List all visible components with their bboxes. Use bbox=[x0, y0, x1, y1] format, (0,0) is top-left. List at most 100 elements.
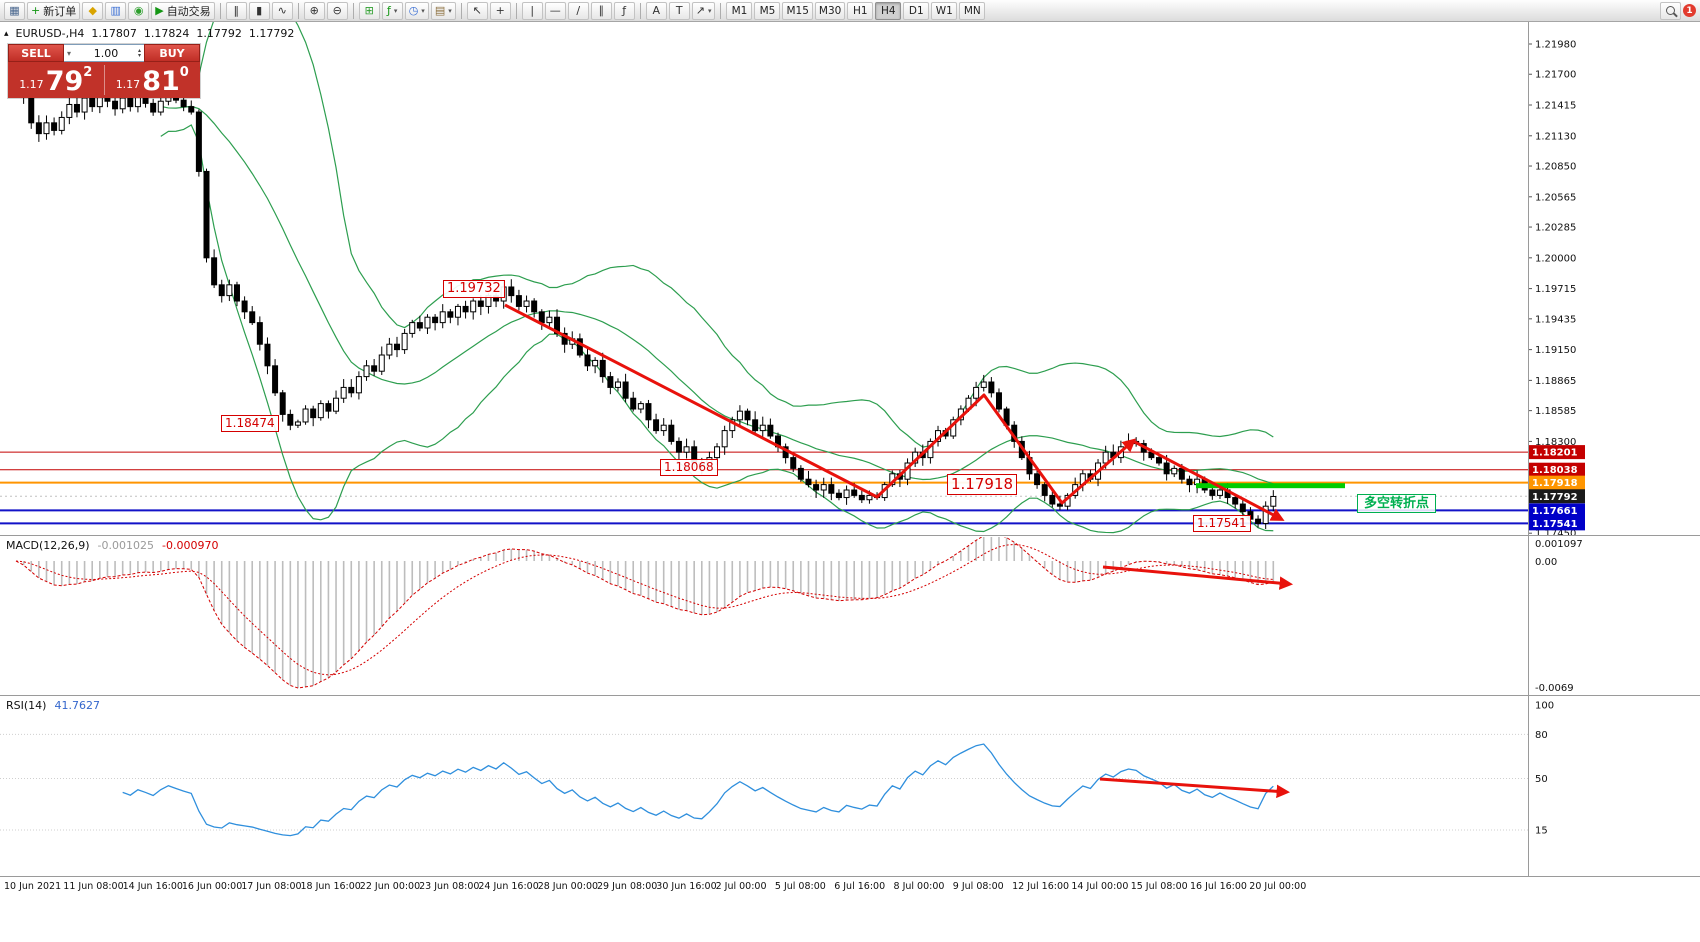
high-value: 1.17824 bbox=[143, 27, 190, 40]
dropdown-caret-icon[interactable]: ▾ bbox=[421, 6, 425, 15]
volume-control[interactable]: ▾ 1.00 ▴ ▾ bbox=[64, 44, 144, 62]
rsi-level-label: 50 bbox=[1535, 774, 1548, 785]
horizontal-line-icon: — bbox=[549, 4, 561, 17]
text-label-button[interactable]: T bbox=[668, 1, 690, 20]
fibonacci-button[interactable]: ƒ bbox=[613, 1, 635, 20]
search-button[interactable] bbox=[1660, 1, 1681, 20]
timeframe-m5-button[interactable]: M5 bbox=[754, 1, 781, 20]
time-tick-label: 10 Jun 2021 bbox=[4, 881, 61, 892]
close-value: 1.17792 bbox=[248, 27, 295, 40]
turning-point-annotation[interactable]: 多空转折点 bbox=[1357, 494, 1437, 513]
line-chart-icon: ∿ bbox=[277, 4, 287, 17]
zoom-out-button[interactable]: ⊖ bbox=[326, 1, 348, 20]
panel-collapse-icon[interactable]: ▴ bbox=[4, 28, 9, 39]
rsi-value: 41.7627 bbox=[54, 699, 100, 712]
charts-panel-button[interactable]: ▥ bbox=[105, 1, 127, 20]
globe-icon: ◉ bbox=[133, 4, 144, 17]
volume-dropdown-icon[interactable]: ▾ bbox=[67, 48, 72, 58]
sell-button[interactable]: SELL bbox=[8, 44, 64, 62]
notification-badge[interactable]: 1 bbox=[1683, 4, 1696, 17]
price-tag-label: 1.17541 bbox=[1532, 519, 1578, 530]
time-tick-label: 5 Jul 08:00 bbox=[775, 881, 826, 892]
price-tick-label: 1.19435 bbox=[1535, 314, 1576, 325]
autotrading-button[interactable]: ▶ 自动交易 bbox=[151, 1, 215, 20]
time-tick-label: 12 Jul 16:00 bbox=[1012, 881, 1069, 892]
timeframe-m15-button[interactable]: M15 bbox=[782, 1, 813, 20]
macd-title: MACD(12,26,9) bbox=[6, 539, 90, 552]
indicators-button[interactable]: ƒ ▾ bbox=[381, 1, 403, 20]
dropdown-caret-icon[interactable]: ▾ bbox=[448, 6, 452, 15]
cursor-arrow-icon: ↖ bbox=[472, 4, 482, 17]
macd-signal-value: -0.000970 bbox=[162, 539, 219, 552]
zoom-in-button[interactable]: ⊕ bbox=[303, 1, 325, 20]
volume-stepper-icon[interactable]: ▴ ▾ bbox=[137, 47, 141, 59]
time-tick-label: 2 Jul 00:00 bbox=[716, 881, 767, 892]
marketwatch-button[interactable]: ◉ bbox=[128, 1, 150, 20]
tile-windows-icon: ⊞ bbox=[364, 4, 374, 17]
price-tag bbox=[1529, 516, 1585, 531]
templates-button[interactable]: ▤ ▾ bbox=[430, 1, 456, 20]
chart-window-icon: ▦ bbox=[9, 4, 20, 17]
timeframe-d1-button[interactable]: D1 bbox=[903, 1, 930, 20]
price-tag bbox=[1529, 475, 1585, 490]
price-divider bbox=[103, 65, 105, 95]
time-tick-label: 16 Jul 16:00 bbox=[1190, 881, 1247, 892]
time-tick-label: 15 Jul 08:00 bbox=[1131, 881, 1188, 892]
horizontal-line-button[interactable]: — bbox=[544, 1, 566, 20]
volume-value[interactable]: 1.00 bbox=[93, 46, 119, 60]
text-label-icon: T bbox=[675, 4, 683, 17]
price-tick-label: 1.20285 bbox=[1535, 223, 1576, 234]
buy-button[interactable]: BUY bbox=[144, 44, 200, 62]
macd-main-value: -0.001025 bbox=[97, 539, 155, 552]
timeframe-m30-button[interactable]: M30 bbox=[814, 1, 846, 20]
timeframe-h1-button[interactable]: H1 bbox=[847, 1, 874, 20]
timeframe-h4-button[interactable]: H4 bbox=[875, 1, 902, 20]
time-tick-label: 22 Jun 00:00 bbox=[360, 881, 420, 892]
sell-price-fraction: 2 bbox=[83, 65, 93, 80]
drawing-objects-layer[interactable] bbox=[504, 303, 1345, 799]
new-chart-button[interactable]: ▦ bbox=[4, 1, 25, 20]
buy-price-display[interactable]: 1.17 81 0 bbox=[105, 62, 201, 98]
tile-windows-button[interactable]: ⊞ bbox=[358, 1, 380, 20]
dropdown-caret-icon[interactable]: ▾ bbox=[393, 6, 398, 15]
sell-price-display[interactable]: 1.17 79 2 bbox=[8, 62, 104, 98]
candles-chart-button[interactable]: ▮ bbox=[248, 1, 270, 20]
profiles-button[interactable]: ◆ bbox=[82, 1, 104, 20]
timeframe-w1-button[interactable]: W1 bbox=[931, 1, 958, 20]
magnifier-icon bbox=[1666, 6, 1675, 15]
line-chart-button[interactable]: ∿ bbox=[271, 1, 293, 20]
time-tick-label: 18 Jun 16:00 bbox=[301, 881, 361, 892]
cursor-button[interactable]: ↖ bbox=[466, 1, 488, 20]
toolbar-separator bbox=[352, 2, 354, 19]
text-button[interactable]: A bbox=[645, 1, 667, 20]
arrows-button[interactable]: ↗ ▾ bbox=[691, 1, 716, 20]
bars-chart-button[interactable]: ‖ bbox=[225, 1, 247, 20]
periods-button[interactable]: ◷ ▾ bbox=[404, 1, 429, 20]
dropdown-caret-icon[interactable]: ▾ bbox=[707, 6, 712, 15]
price-tag-label: 1.18038 bbox=[1532, 465, 1578, 476]
price-tick-label: 1.20850 bbox=[1535, 162, 1576, 173]
timeframe-mn-button[interactable]: MN bbox=[959, 1, 986, 20]
timeframe-m1-button[interactable]: M1 bbox=[726, 1, 753, 20]
price-tag bbox=[1529, 489, 1585, 504]
price-tick-label: 1.21130 bbox=[1535, 131, 1576, 142]
trendline-button[interactable]: ∕ bbox=[567, 1, 589, 20]
price-tick-label: 1.19715 bbox=[1535, 284, 1576, 295]
time-tick-label: 16 Jun 00:00 bbox=[182, 881, 242, 892]
toolbar-separator bbox=[639, 2, 641, 19]
buy-price-prefix: 1.17 bbox=[115, 78, 141, 91]
price-tick-label: 1.21700 bbox=[1535, 70, 1576, 81]
channel-button[interactable]: ∥ bbox=[590, 1, 612, 20]
time-tick-label: 14 Jun 16:00 bbox=[123, 881, 183, 892]
price-tag bbox=[1529, 462, 1585, 477]
chart-ohlc-header: ▴ EURUSD-,H4 1.17807 1.17824 1.17792 1.1… bbox=[4, 27, 294, 40]
price-tag-label: 1.17792 bbox=[1532, 492, 1578, 503]
price-tick-label: 1.21415 bbox=[1535, 101, 1576, 112]
new-order-button[interactable]: + 新订单 bbox=[27, 1, 81, 20]
crosshair-button[interactable]: + bbox=[489, 1, 511, 20]
vertical-line-button[interactable]: | bbox=[521, 1, 543, 20]
price-tag bbox=[1529, 445, 1585, 460]
clock-icon: ◷ bbox=[408, 4, 419, 17]
